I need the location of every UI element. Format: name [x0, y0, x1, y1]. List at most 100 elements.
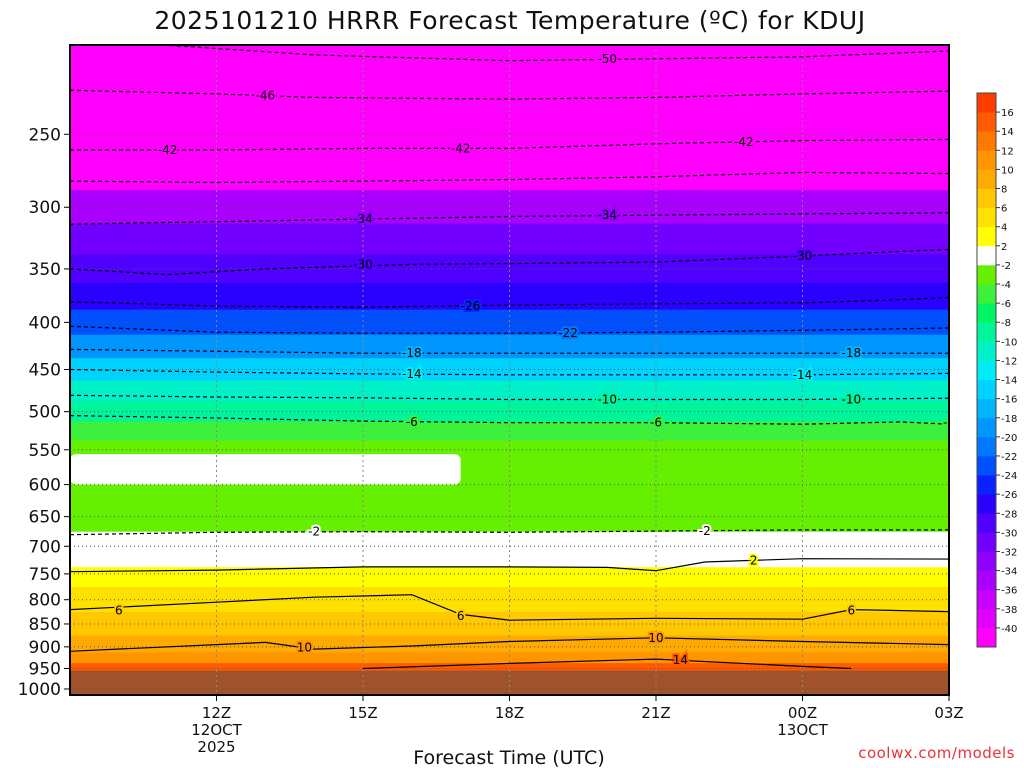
colorbar-swatch [977, 207, 996, 228]
contour-label: -6 [406, 415, 418, 429]
colorbar-swatch [977, 532, 996, 552]
colorbar-frame [976, 92, 997, 648]
plot-area: -50-46-42 -42 -42-34 -34-30-30-26-22-18 -18-… [70, 45, 949, 695]
y-tick-label: 650 [29, 508, 61, 528]
contour-label: -50 [597, 52, 617, 66]
colorbar-swatch [977, 112, 996, 132]
y-tick-label: 250 [29, 125, 61, 145]
contour-line [162, 45, 949, 62]
contour-label: -2 [699, 524, 711, 538]
colorbar-label: 12 [1001, 146, 1014, 157]
contour-label: 10 [297, 641, 312, 655]
contour-label: 10 [648, 631, 663, 645]
contour-label: -14 [793, 368, 813, 382]
colorbar-label: -40 [1001, 624, 1017, 635]
chart-title: 2025101210 HRRR Forecast Temperature (ºC… [154, 6, 865, 35]
contour-line [70, 415, 949, 425]
contour-label: -42 [158, 143, 178, 157]
colorbar-swatch [977, 589, 996, 610]
colorbar-swatch [977, 398, 996, 419]
colorbar-swatch [977, 608, 996, 629]
colorbar-swatch [977, 284, 996, 304]
colorbar-label: -20 [1001, 433, 1017, 444]
contour-label: 6 [115, 604, 123, 618]
x-tick-label: 15Z [348, 704, 377, 722]
y-tick-label: 600 [29, 476, 61, 496]
colorbar-label: 4 [1001, 223, 1007, 234]
colorbar-label: -30 [1001, 528, 1017, 539]
y-tick-label: 950 [29, 659, 61, 679]
y-tick-label: 500 [29, 403, 61, 423]
colorbar-label: -6 [1001, 299, 1011, 310]
contour-label: -10 [842, 392, 862, 406]
colorbar-swatch [977, 627, 996, 648]
colorbar-label: -32 [1001, 547, 1017, 558]
contour-label: -18 [842, 346, 862, 360]
colorbar-swatch [977, 436, 996, 457]
colorbar-label: 10 [1001, 165, 1014, 176]
colorbar-label: -28 [1001, 509, 1017, 520]
contour-line [70, 594, 949, 621]
contour-label: -34 [353, 212, 373, 226]
colorbar-label: -34 [1001, 567, 1017, 578]
colorbar-label: -18 [1001, 414, 1017, 425]
y-tick-label: 700 [29, 537, 61, 557]
colorbar-label: -4 [1001, 280, 1011, 291]
y-tick-label: 300 [29, 198, 61, 218]
y-tick-label: 800 [29, 591, 61, 611]
colorbar-swatch [977, 570, 996, 591]
colorbar-swatch [977, 264, 996, 285]
x-tick-label: 12Z [202, 704, 231, 722]
temp-band [70, 113, 949, 155]
colorbar-label: -36 [1001, 586, 1017, 597]
contour-label: -22 [558, 326, 578, 340]
contour-label: -46 [256, 89, 276, 103]
contour-label: 14 [673, 653, 688, 667]
contour-label: -30 [353, 257, 373, 271]
x-tick-label: 00Z [788, 704, 817, 722]
x-tick-label: 21Z [641, 704, 670, 722]
plot-frame [69, 44, 950, 696]
y-tick-label: 900 [29, 638, 61, 658]
colorbar-swatch [977, 303, 996, 323]
colorbar-swatch [977, 360, 996, 380]
contour-label: -26 [461, 299, 481, 313]
y-tick-label: 550 [29, 441, 61, 461]
y-tick-label: 350 [29, 260, 61, 280]
colorbar-swatch [977, 417, 996, 438]
temp-band [70, 254, 949, 284]
colorbar-swatch [977, 494, 996, 514]
colorbar-label: 16 [1001, 108, 1014, 119]
colorbar-label: -26 [1001, 490, 1017, 501]
x-tick-label: 03Z [934, 704, 963, 722]
colorbar-label: -2 [1001, 261, 1011, 272]
colorbar-label: 2 [1001, 242, 1007, 253]
contour-label: 2 [750, 553, 758, 567]
colorbar-swatch [977, 551, 996, 571]
contour-line [70, 248, 949, 276]
colorbar-swatch [977, 322, 996, 342]
contour-label: 6 [848, 604, 856, 618]
colorbar-swatch [977, 513, 996, 533]
contour-label: -42 [734, 135, 754, 149]
temp-band [70, 153, 949, 191]
contour-label: -2 [308, 525, 320, 539]
colorbar-swatch [977, 93, 996, 113]
colorbar-label: -38 [1001, 605, 1017, 616]
colorbar-label: 14 [1001, 127, 1014, 138]
x-tick-label: 12OCT [191, 721, 242, 739]
contour-label: 6 [457, 609, 465, 623]
colorbar-label: -22 [1001, 452, 1017, 463]
colorbar-swatch [977, 245, 996, 266]
colorbar: -40 -38 -36 -34 -32 -30 -28 -26 -2 4 -22 -20 -18 -16 -… [976, 92, 1017, 648]
y-tick-label: 400 [29, 313, 61, 333]
contour-label: -10 [597, 392, 617, 406]
temp-band [70, 567, 949, 588]
colorbar-label: -16 [1001, 395, 1017, 406]
temp-band [70, 652, 949, 664]
temp-band [70, 531, 949, 554]
temp-band [70, 223, 949, 255]
temp-band [70, 663, 949, 672]
